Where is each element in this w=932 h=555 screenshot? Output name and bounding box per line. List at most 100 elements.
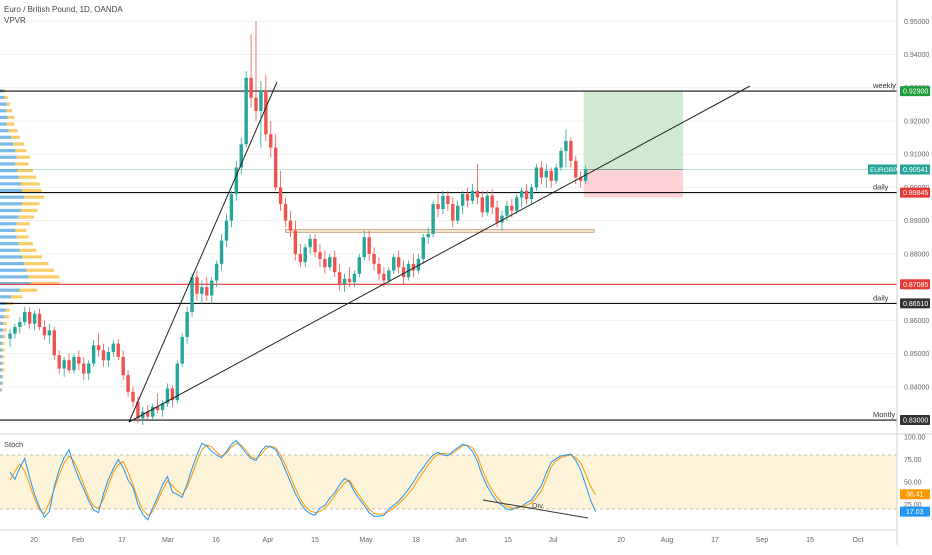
vp-bar-up [0,188,22,193]
stoch-k-tag-text: 17.03 [906,509,924,516]
candle-body [377,263,381,274]
candle-body [313,238,317,253]
vp-bar-down [2,348,5,352]
candle-body [254,97,258,112]
candle-body [392,257,396,271]
candle-body [219,240,224,264]
trendline-steep[interactable] [128,81,278,423]
candle-body [421,237,425,259]
candle-body [264,91,268,135]
x-tick-label: 15 [311,537,319,544]
level-price-tag-text: 0.92900 [903,89,928,96]
candle-body [446,195,450,205]
x-tick-label: 15 [806,537,814,544]
candle-body [323,258,327,268]
candle-body [273,147,278,188]
candle-body [396,257,401,268]
y-tick-label: 0.94000 [904,52,929,59]
horizontal-levels: weekly daily daily Montly [0,81,897,421]
price-grid [0,20,897,421]
candle-body [362,237,366,258]
x-tick-label: Sep [756,537,769,544]
candle-body [205,287,209,296]
candle-body [101,350,106,361]
candle-body [574,160,578,178]
candle-body [269,134,273,148]
level-label: weekly [872,81,896,90]
vpvr-label[interactable]: VPVR [4,16,26,25]
stoch-title: Stoch [4,440,23,449]
candle-body [500,215,504,223]
candle-body [342,278,347,284]
vp-bar-up [0,142,14,146]
vp-bar-down [24,195,44,199]
x-tick-label: Mar [162,537,175,544]
vp-bar-down [6,122,15,126]
candle-body [480,197,485,213]
candle-body [328,257,332,268]
vp-bar-up [0,208,21,213]
candle-body [136,401,140,419]
candle-body [131,391,135,402]
trendline-main[interactable] [128,85,751,423]
y-tick-label: 0.92000 [904,118,929,125]
candle-body [372,253,376,264]
candle-body [367,237,371,254]
vp-bar-down [4,95,8,100]
vp-bar-down [20,182,40,186]
y-tick-label: 0.86000 [904,318,929,325]
candle-body [224,220,229,241]
level-price-tag [900,415,930,426]
vp-bar-up [0,315,5,319]
x-tick-label: Oct [853,537,864,544]
candle-body [436,204,440,210]
candle-body [23,312,27,323]
symbol-tag-text: EURGBP [870,167,897,174]
level-price-tag-text: 0.87085 [903,282,928,289]
candle-body [8,333,12,339]
vp-bar-down [20,208,38,213]
vp-bar-up [0,381,3,385]
candle-body [426,233,430,238]
vp-bar-up [0,102,7,106]
resistance-box[interactable] [285,229,595,233]
candle-body [519,190,524,198]
candle-body [111,343,116,352]
candle-body [411,263,416,271]
vp-bar-down [2,381,4,385]
vp-bar-down [5,308,10,312]
trendlines[interactable] [128,81,751,423]
x-tick-label: 18 [412,537,420,544]
y-tick-label: 0.84000 [904,384,929,391]
level-price-tag [900,298,930,309]
y-tick-label: 0.85000 [904,351,929,358]
vp-bar-down [30,281,60,286]
vp-bar-down [1,388,3,392]
x-tick-label: 20 [30,537,38,544]
candle-body [67,360,71,371]
candle-body [47,330,52,336]
vp-bar-down [2,368,5,372]
candle-body [155,406,160,411]
candle-body [150,406,155,417]
vp-bar-down [22,255,42,259]
divergence-line[interactable] [482,499,589,519]
candle-body [146,411,150,417]
vp-bar-up [0,222,17,226]
candle-body [460,194,465,206]
vp-bar-up [0,374,3,379]
candle-body [451,204,455,221]
y-tick-label: 0.91000 [904,152,929,159]
level-price-tag [900,279,930,290]
vp-bar-up [0,268,27,272]
vp-bar-down [2,374,4,379]
candle-body [470,190,475,201]
vp-bar-up [0,215,19,219]
stop-zone[interactable] [583,169,683,198]
symbol-title[interactable]: Euro / British Pound, 1D, OANDA [4,5,123,14]
target-zone[interactable] [583,91,683,170]
vp-bar-up [0,361,3,365]
candle-body [234,167,239,195]
